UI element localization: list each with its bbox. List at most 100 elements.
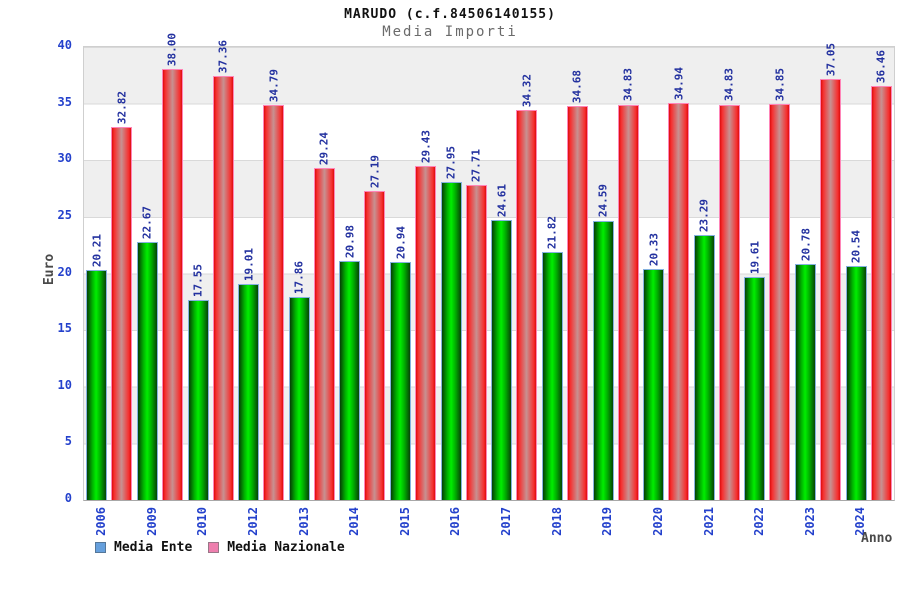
bar-value-label: 34.32: [520, 74, 534, 108]
bar-media-nazionale-2016: 27.71: [465, 149, 487, 500]
y-tick-label: 40: [57, 38, 72, 52]
bar-value-label: 20.98: [343, 225, 357, 259]
x-tick-label: 2010: [195, 507, 210, 536]
bar-media-ente-2021: 23.29: [693, 199, 715, 500]
bar-media-ente-2014: 20.98: [339, 225, 361, 500]
bar-group-2021: 23.29 34.83 2021: [692, 47, 743, 536]
x-tick-label: 2019: [600, 507, 615, 536]
bar-value-label: 34.83: [621, 68, 635, 102]
bar-group-2020: 20.33 34.94 2020: [641, 47, 692, 536]
bar-group-2023: 20.78 37.05 2023: [793, 43, 844, 536]
bar-media-ente-2017: 24.61: [491, 184, 513, 500]
plot-area: 20.21 32.82 2006 22.67 38.00 2009 17.55 37.36 20…: [83, 33, 895, 536]
bar-value-label: 27.95: [444, 146, 458, 180]
x-tick-label: 2017: [499, 507, 513, 536]
y-tick-label: 25: [57, 207, 72, 222]
bar-media-ente-2022: 19.61: [744, 241, 766, 500]
bar-value-label: 24.61: [495, 184, 509, 218]
y-tick-label: 0: [64, 491, 72, 505]
bar-value-label: 22.67: [140, 206, 154, 240]
legend: Media Ente Media Nazionale: [95, 540, 345, 555]
bar-value-label: 23.29: [697, 199, 711, 233]
bar-media-nazionale-2006: 32.82: [111, 91, 133, 500]
bar-media-ente-2012: 19.01: [238, 248, 260, 500]
bar-value-label: 29.24: [317, 131, 331, 165]
bar-value-label: 34.79: [267, 68, 281, 103]
bar-value-label: 20.54: [849, 230, 863, 264]
chart-title: MARUDO (c.f.84506140155): [344, 7, 556, 22]
bar-value-label: 34.68: [570, 70, 584, 104]
x-tick-label: 2009: [144, 507, 159, 536]
bar-value-label: 29.43: [419, 129, 433, 163]
x-tick-label: 2012: [245, 507, 260, 536]
bar-value-label: 34.83: [722, 68, 736, 102]
bar-group-2014: 20.98 27.19 2014: [337, 47, 388, 536]
y-tick-label: 30: [57, 151, 72, 166]
x-tick-label: 2021: [701, 507, 716, 536]
x-tick-label: 2014: [347, 507, 362, 536]
bar-value-label: 21.82: [545, 215, 559, 249]
bar-group-2010: 17.55 37.36 2010: [185, 40, 236, 536]
bar-media-ente-2020: 20.33: [643, 233, 665, 500]
bar-value-label: 27.19: [368, 154, 382, 189]
x-tick-label: 2006: [94, 507, 108, 536]
bar-media-nazionale-2024: 36.46: [870, 50, 892, 500]
bar-value-label: 37.05: [824, 43, 838, 77]
bar-media-nazionale-2013: 29.24: [313, 132, 335, 500]
bar-media-nazionale-2021: 34.83: [718, 68, 740, 500]
bar-media-ente-2015: 20.94: [390, 226, 412, 500]
chart-subtitle: Media Importi: [382, 24, 518, 40]
bar-group-2012: 19.01 34.79 2012: [236, 47, 287, 536]
bar-value-label: 27.71: [469, 149, 483, 183]
legend-swatch-media-ente: [95, 542, 106, 553]
bar-value-label: 17.86: [292, 260, 306, 294]
legend-label-media-ente: Media Ente: [114, 540, 193, 555]
bar-value-label: 17.55: [191, 264, 205, 298]
bar-media-nazionale-2010: 37.36: [212, 40, 234, 500]
bar-media-ente-2023: 20.78: [795, 228, 817, 500]
bar-value-label: 34.85: [773, 68, 787, 102]
bar-media-ente-2024: 20.54: [845, 230, 867, 500]
bar-value-label: 32.82: [115, 91, 129, 125]
x-tick-label: 2013: [296, 507, 311, 536]
bar-group-2015: 20.94 29.43 2015: [388, 47, 439, 536]
bar-media-nazionale-2019: 34.83: [617, 68, 639, 500]
y-tick-label: 15: [57, 321, 72, 336]
bar-media-ente-2009: 22.67: [136, 206, 158, 500]
x-tick-label: 2018: [549, 507, 564, 536]
bar-value-label: 38.00: [165, 32, 179, 66]
bar-group-2006: 20.21 32.82 2006: [84, 47, 135, 536]
bar-media-nazionale-2017: 34.32: [516, 74, 538, 500]
bar-media-ente-2010: 17.55: [187, 264, 209, 500]
bar-media-nazionale-2023: 37.05: [820, 43, 842, 500]
bar-value-label: 34.94: [672, 67, 686, 101]
bar-value-label: 24.59: [596, 184, 610, 218]
x-tick-label: 2015: [397, 507, 412, 536]
bar-media-nazionale-2020: 34.94: [668, 67, 690, 500]
bar-media-ente-2016: 27.95: [440, 146, 462, 500]
bar-group-2018: 21.82 34.68 2018: [540, 47, 591, 536]
y-tick-label: 10: [57, 377, 72, 392]
bar-media-ente-2018: 21.82: [541, 216, 563, 500]
bar-group-2024: 20.54 36.46 2024: [843, 47, 894, 536]
bar-media-ente-2006: 20.21: [86, 234, 108, 500]
x-axis-title: Anno: [861, 531, 893, 546]
bar-group-2019: 24.59 34.83 2019: [590, 47, 641, 536]
bar-media-nazionale-2012: 34.79: [263, 69, 285, 500]
bar-value-label: 20.78: [799, 227, 813, 261]
bar-group-2017: 24.61 34.32 2017: [489, 47, 540, 536]
x-tick-label: 2016: [448, 507, 463, 536]
y-tick-label: 20: [57, 264, 72, 279]
bar-group-2016: 27.95 27.71 2016: [438, 47, 489, 536]
bar-value-label: 36.46: [874, 49, 888, 84]
bar-media-ente-2019: 24.59: [592, 184, 614, 500]
y-tick-label: 5: [64, 434, 72, 449]
x-tick-label: 2023: [802, 507, 817, 536]
x-tick-label: 2022: [752, 507, 767, 536]
x-tick-label: 2020: [650, 507, 665, 536]
legend-swatch-media-nazionale: [208, 542, 220, 553]
bar-group-2009: 22.67 38.00 2009: [135, 33, 186, 536]
y-tick-label: 35: [57, 94, 72, 109]
bar-value-label: 20.21: [90, 234, 104, 268]
